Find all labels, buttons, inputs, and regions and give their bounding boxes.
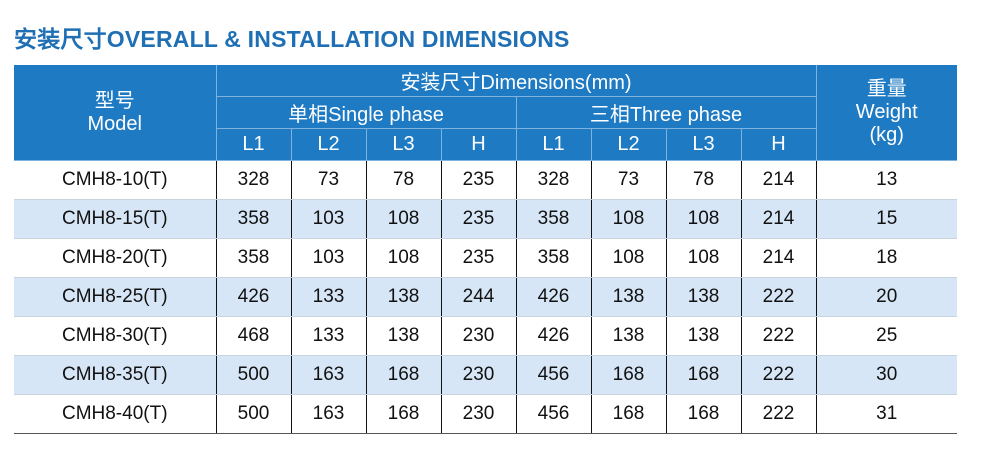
- model-header: 型号 Model: [14, 65, 217, 161]
- table-cell: 230: [441, 394, 517, 434]
- model-cell: CMH8-40(T): [14, 394, 217, 434]
- weight-cell: 25: [816, 316, 957, 356]
- table-cell: 138: [591, 277, 667, 317]
- table-row: CMH8-40(T) 500 163 168 230 456 168 168 2…: [14, 394, 957, 434]
- table-cell: 500: [216, 355, 292, 395]
- table-cell: 108: [666, 238, 742, 278]
- table-cell: 230: [441, 316, 517, 356]
- table-cell: 456: [516, 355, 592, 395]
- three-phase-header: 三相Three phase: [516, 96, 817, 129]
- table-cell: 468: [216, 316, 292, 356]
- table-cell: 168: [366, 355, 442, 395]
- weight-cell: 20: [816, 277, 957, 317]
- table-cell: 230: [441, 355, 517, 395]
- model-cell: CMH8-30(T): [14, 316, 217, 356]
- table-cell: 358: [216, 238, 292, 278]
- table-cell: 168: [666, 394, 742, 434]
- weight-header-cn: 重量: [866, 78, 907, 100]
- model-cell: CMH8-10(T): [14, 160, 217, 200]
- table-cell: 78: [366, 160, 442, 200]
- dimensions-header: 安装尺寸Dimensions(mm): [216, 65, 817, 97]
- table-cell: 214: [741, 238, 817, 278]
- col-header-three-l1: L1: [516, 128, 592, 161]
- col-header-single-h: H: [441, 128, 517, 161]
- table-cell: 138: [666, 316, 742, 356]
- table-cell: 426: [516, 316, 592, 356]
- table-row: CMH8-25(T) 426 133 138 244 426 138 138 2…: [14, 277, 957, 317]
- table-cell: 222: [741, 316, 817, 356]
- col-header-single-l2: L2: [291, 128, 367, 161]
- single-phase-header: 单相Single phase: [216, 96, 517, 129]
- table-cell: 133: [291, 277, 367, 317]
- table-cell: 138: [591, 316, 667, 356]
- col-header-three-l3: L3: [666, 128, 742, 161]
- table-cell: 426: [516, 277, 592, 317]
- table-cell: 456: [516, 394, 592, 434]
- table-cell: 163: [291, 394, 367, 434]
- table-cell: 358: [516, 238, 592, 278]
- table-row: CMH8-35(T) 500 163 168 230 456 168 168 2…: [14, 355, 957, 395]
- table-cell: 328: [216, 160, 292, 200]
- col-header-single-l3: L3: [366, 128, 442, 161]
- model-cell: CMH8-20(T): [14, 238, 217, 278]
- table-cell: 108: [591, 199, 667, 239]
- weight-cell: 30: [816, 355, 957, 395]
- table-row: CMH8-20(T) 358 103 108 235 358 108 108 2…: [14, 238, 957, 278]
- page-title: 安装尺寸OVERALL & INSTALLATION DIMENSIONS: [14, 26, 570, 52]
- table-cell: 244: [441, 277, 517, 317]
- table-cell: 358: [216, 199, 292, 239]
- model-cell: CMH8-25(T): [14, 277, 217, 317]
- table-cell: 108: [366, 199, 442, 239]
- table-cell: 168: [591, 394, 667, 434]
- weight-header-unit: (kg): [869, 124, 904, 146]
- table-cell: 214: [741, 160, 817, 200]
- table-cell: 78: [666, 160, 742, 200]
- weight-cell: 15: [816, 199, 957, 239]
- table-cell: 168: [366, 394, 442, 434]
- model-cell: CMH8-15(T): [14, 199, 217, 239]
- weight-header: 重量 Weight (kg): [816, 65, 957, 161]
- table-cell: 426: [216, 277, 292, 317]
- table-cell: 214: [741, 199, 817, 239]
- table-row: CMH8-10(T) 328 73 78 235 328 73 78 214 1…: [14, 160, 957, 200]
- table-cell: 103: [291, 238, 367, 278]
- table-cell: 73: [591, 160, 667, 200]
- col-header-three-h: H: [741, 128, 817, 161]
- model-header-en: Model: [87, 112, 142, 135]
- table-cell: 222: [741, 277, 817, 317]
- table-cell: 358: [516, 199, 592, 239]
- table-cell: 328: [516, 160, 592, 200]
- table-cell: 133: [291, 316, 367, 356]
- table-row: CMH8-30(T) 468 133 138 230 426 138 138 2…: [14, 316, 957, 356]
- col-header-three-l2: L2: [591, 128, 667, 161]
- table-cell: 108: [366, 238, 442, 278]
- table-cell: 235: [441, 160, 517, 200]
- weight-cell: 31: [816, 394, 957, 434]
- table-cell: 222: [741, 394, 817, 434]
- table-cell: 168: [591, 355, 667, 395]
- weight-cell: 18: [816, 238, 957, 278]
- table-cell: 222: [741, 355, 817, 395]
- weight-header-en: Weight: [855, 101, 918, 123]
- table-row: CMH8-15(T) 358 103 108 235 358 108 108 2…: [14, 199, 957, 239]
- dimensions-table: 型号 Model 安装尺寸Dimensions(mm) 重量 Weight (k…: [14, 65, 957, 434]
- table-cell: 138: [366, 277, 442, 317]
- model-cell: CMH8-35(T): [14, 355, 217, 395]
- table-cell: 138: [666, 277, 742, 317]
- table-cell: 108: [591, 238, 667, 278]
- table-cell: 500: [216, 394, 292, 434]
- table-cell: 235: [441, 199, 517, 239]
- table-cell: 163: [291, 355, 367, 395]
- model-header-cn: 型号: [94, 89, 135, 112]
- table-cell: 138: [366, 316, 442, 356]
- col-header-single-l1: L1: [216, 128, 292, 161]
- table-cell: 168: [666, 355, 742, 395]
- weight-cell: 13: [816, 160, 957, 200]
- table-cell: 73: [291, 160, 367, 200]
- table-cell: 108: [666, 199, 742, 239]
- table-cell: 235: [441, 238, 517, 278]
- table-cell: 103: [291, 199, 367, 239]
